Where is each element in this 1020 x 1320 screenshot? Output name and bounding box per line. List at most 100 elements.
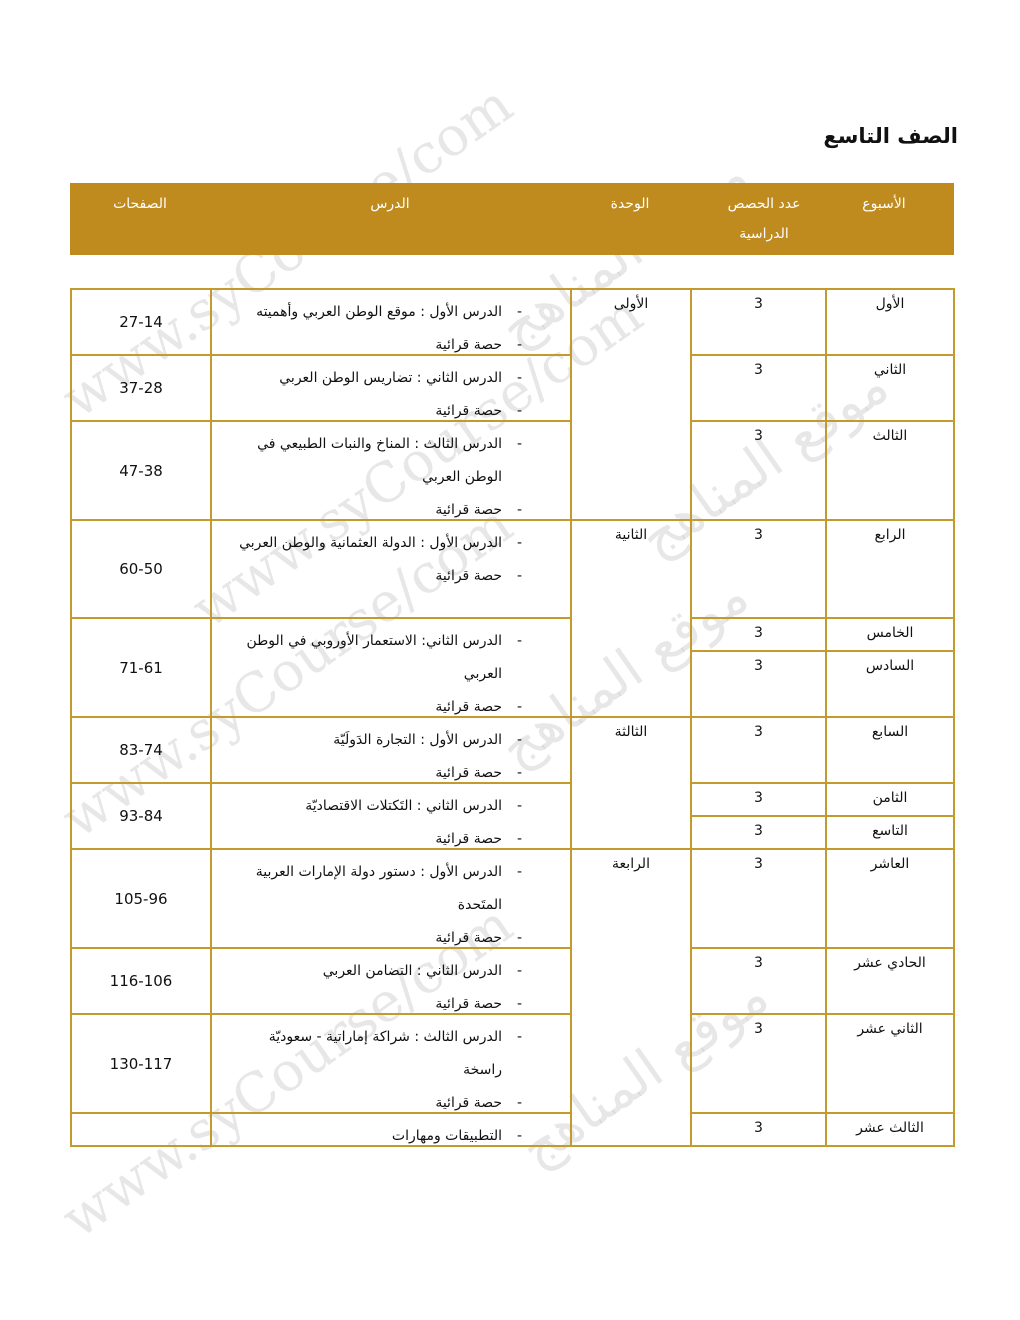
session-count: 3	[754, 856, 763, 872]
lesson-cell: الدرس الثالث : شراكة إماراتية - سعوديّة …	[210, 1013, 572, 1114]
session-count: 3	[754, 955, 763, 971]
lesson-item: حصة قرائية	[230, 494, 562, 519]
lesson-item: التطبيقات ومهارات	[230, 1120, 562, 1145]
pages-cell	[70, 1112, 212, 1147]
lesson-item: الدرس الثاني : التَكتلات الاقتصاديّة	[230, 790, 562, 823]
lesson-item: الدرس الثاني : تضاريس الوطن العربي	[230, 362, 562, 395]
week-cell: الثالث	[825, 420, 955, 521]
week-cell: الخامس	[825, 617, 955, 652]
table-header: الأسبوع عدد الحصص الدراسية الوحدة الدرس …	[70, 183, 954, 255]
unit-cell: الأولى	[570, 288, 692, 521]
unit-name: الثالثة	[614, 724, 648, 740]
unit-name: الرابعة	[612, 856, 650, 872]
unit-name: الثانية	[614, 527, 648, 543]
session-count: 3	[754, 790, 763, 806]
unit-cell: الثانية	[570, 519, 692, 718]
pages-cell: 105-96	[70, 848, 212, 949]
count-cell: 3	[690, 716, 827, 784]
session-count: 3	[754, 527, 763, 543]
count-cell: 3	[690, 519, 827, 619]
session-count: 3	[754, 625, 763, 641]
count-cell: 3	[690, 288, 827, 356]
pages-cell: 37-28	[70, 354, 212, 422]
lesson-item: حصة قرائية	[230, 922, 562, 947]
lesson-list: الدرس الثاني: الاستعمار الأوروبي في الوط…	[212, 619, 570, 716]
week-cell: الحادي عشر	[825, 947, 955, 1015]
lesson-list: الدرس الثالث : شراكة إماراتية - سعوديّة …	[212, 1015, 570, 1112]
week-cell: الثاني عشر	[825, 1013, 955, 1114]
week-name: الخامس	[866, 625, 914, 641]
session-count: 3	[754, 1021, 763, 1037]
lesson-item: حصة قرائية	[230, 395, 562, 420]
lesson-cell: التطبيقات ومهارات	[210, 1112, 572, 1147]
week-name: الأول	[875, 296, 905, 312]
lesson-item: الدرس الثالث : شراكة إماراتية - سعوديّة …	[230, 1021, 562, 1087]
lesson-item: حصة قرائية	[230, 560, 562, 593]
lesson-item: الدرس الأول : الدولة العثمانية والوطن ال…	[230, 527, 562, 560]
page-title: الصف التاسع	[823, 124, 958, 148]
lesson-cell: الدرس الثاني : التضامن العربيحصة قرائية	[210, 947, 572, 1015]
pages-cell: 47-38	[70, 420, 212, 521]
lesson-cell: الدرس الأول : التجارة الدَولَيّةحصة قرائ…	[210, 716, 572, 784]
lesson-cell: الدرس الثاني : تضاريس الوطن العربيحصة قر…	[210, 354, 572, 422]
count-cell: 3	[690, 617, 827, 652]
count-cell: 3	[690, 1013, 827, 1114]
week-cell: الأول	[825, 288, 955, 356]
week-cell: الثامن	[825, 782, 955, 817]
lesson-list: التطبيقات ومهارات	[212, 1114, 570, 1145]
lesson-item: حصة قرائية	[230, 988, 562, 1013]
lesson-list: الدرس الأول : موقع الوطن العربي وأهميتهح…	[212, 290, 570, 354]
count-cell: 3	[690, 947, 827, 1015]
lesson-list: الدرس الأول : الدولة العثمانية والوطن ال…	[212, 521, 570, 593]
week-cell: الثاني	[825, 354, 955, 422]
count-cell: 3	[690, 650, 827, 718]
pages-cell: 93-84	[70, 782, 212, 850]
lesson-item: الدرس الأول : موقع الوطن العربي وأهميته	[230, 296, 562, 329]
lesson-item: حصة قرائية	[230, 329, 562, 354]
header-week: الأسبوع	[862, 196, 906, 212]
lesson-item: الدرس الأول : دستور دولة الإمارات العربي…	[230, 856, 562, 922]
lesson-cell: الدرس الأول : الدولة العثمانية والوطن ال…	[210, 519, 572, 619]
lesson-item: حصة قرائية	[230, 757, 562, 782]
lesson-list: الدرس الثالث : المناخ والنبات الطبيعي في…	[212, 422, 570, 519]
session-count: 3	[754, 1120, 763, 1136]
pages-cell: 130-117	[70, 1013, 212, 1114]
session-count: 3	[754, 658, 763, 674]
lesson-list: الدرس الثاني : تضاريس الوطن العربيحصة قر…	[212, 356, 570, 420]
week-name: الثامن	[872, 790, 908, 806]
count-cell: 3	[690, 848, 827, 949]
session-count: 3	[754, 428, 763, 444]
lesson-cell: الدرس الثاني : التَكتلات الاقتصاديّةحصة …	[210, 782, 572, 850]
count-cell: 3	[690, 815, 827, 850]
week-cell: الرابع	[825, 519, 955, 619]
week-name: الرابع	[874, 527, 906, 543]
week-cell: السابع	[825, 716, 955, 784]
week-name: الثاني عشر	[857, 1021, 923, 1037]
lesson-cell: الدرس الثالث : المناخ والنبات الطبيعي في…	[210, 420, 572, 521]
week-name: الثاني	[873, 362, 907, 378]
session-count: 3	[754, 724, 763, 740]
lesson-list: الدرس الأول : التجارة الدَولَيّةحصة قرائ…	[212, 718, 570, 782]
unit-name: الأولى	[613, 296, 649, 312]
header-pages: الصفحات	[113, 196, 167, 212]
session-count: 3	[754, 362, 763, 378]
pages-cell: 71-61	[70, 617, 212, 718]
unit-cell: الرابعة	[570, 848, 692, 1147]
session-count: 3	[754, 823, 763, 839]
lesson-cell: الدرس الثاني: الاستعمار الأوروبي في الوط…	[210, 617, 572, 718]
week-name: الثالث عشر	[856, 1120, 924, 1136]
count-cell: 3	[690, 354, 827, 422]
week-name: السادس	[865, 658, 915, 674]
lesson-list: الدرس الأول : دستور دولة الإمارات العربي…	[212, 850, 570, 947]
week-cell: العاشر	[825, 848, 955, 949]
lesson-item: الدرس الثاني : التضامن العربي	[230, 955, 562, 988]
week-name: الثالث	[872, 428, 908, 444]
week-name: العاشر	[870, 856, 910, 872]
week-cell: الثالث عشر	[825, 1112, 955, 1147]
lesson-item: حصة قرائية	[230, 691, 562, 716]
lesson-cell: الدرس الأول : موقع الوطن العربي وأهميتهح…	[210, 288, 572, 356]
lesson-list: الدرس الثاني : التضامن العربيحصة قرائية	[212, 949, 570, 1013]
lesson-item: الدرس الثاني: الاستعمار الأوروبي في الوط…	[230, 625, 562, 691]
lesson-cell: الدرس الأول : دستور دولة الإمارات العربي…	[210, 848, 572, 949]
